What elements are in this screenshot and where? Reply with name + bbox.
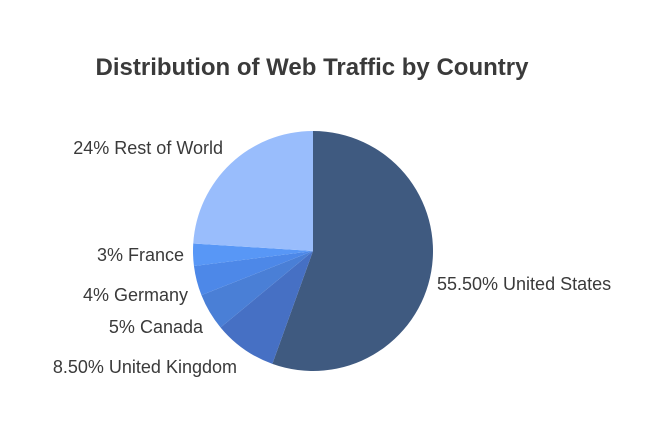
label-france: 3% France	[97, 245, 184, 265]
slice-france	[193, 243, 313, 267]
pie-slices	[193, 131, 433, 371]
label-united-states: 55.50% United States	[437, 274, 611, 294]
slice-canada	[201, 251, 313, 328]
slice-united-kingdom	[220, 251, 313, 364]
slice-labels: 55.50% United States 8.50% United Kingdom…	[53, 138, 611, 377]
slice-germany	[193, 251, 313, 296]
label-germany: 4% Germany	[83, 285, 188, 305]
label-united-kingdom: 8.50% United Kingdom	[53, 357, 237, 377]
label-canada: 5% Canada	[109, 317, 204, 337]
label-rest-of-world: 24% Rest of World	[73, 138, 223, 158]
slice-united-states	[272, 131, 433, 371]
chart-title: Distribution of Web Traffic by Country	[96, 54, 530, 81]
slice-rest-of-world	[193, 131, 313, 251]
